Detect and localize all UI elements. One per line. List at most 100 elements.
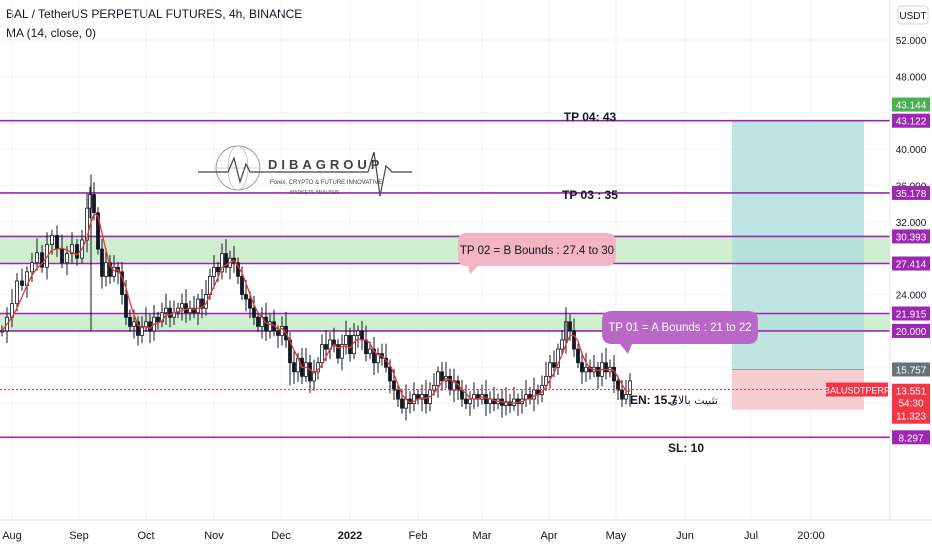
candle-body (200, 298, 204, 309)
stop-label[interactable]: SL: 10 (668, 441, 704, 455)
svg-text:USDT[interactable]: USDT (899, 11, 926, 22)
time-tick-label: Mar (473, 530, 492, 542)
level-lines[interactable] (0, 119, 890, 439)
symbol-tag-text: BALUSDTPERP (824, 386, 890, 396)
annotations[interactable]: TP 04: 43 TP 03 : 35 TP 02 = B Bounds : … (458, 110, 758, 455)
candle-body (580, 362, 584, 373)
candle-body (212, 266, 216, 277)
candle-body (572, 330, 576, 350)
candle-body (568, 321, 572, 332)
last-price-tag (892, 383, 930, 424)
candle-body (388, 366, 392, 382)
candle-body (132, 321, 136, 327)
candle-body (516, 398, 520, 405)
time-tick-label: May (606, 530, 627, 542)
level-tag-zone-top-text: 30.393 (896, 232, 927, 243)
time-tick-label: 20:00 (797, 530, 825, 542)
tp01-bubble (602, 311, 758, 354)
long-position-tool[interactable] (732, 120, 864, 410)
time-tick-label: Sep (69, 530, 89, 542)
price-tick-label: 40.000 (896, 145, 927, 156)
candle-body (524, 394, 528, 400)
time-tick-label: Jun (676, 530, 694, 542)
entry-farsi-label[interactable]: تثبیت بالای (669, 394, 718, 407)
candle-body (140, 325, 144, 336)
candle-body (312, 371, 316, 382)
chart-title: BAL / TetherUS PERPETUAL FUTURES, 4h, BI… (6, 7, 303, 21)
level-tag-zone2-top-text: 21.915 (896, 310, 927, 321)
candle-body (276, 330, 280, 336)
candle-body (348, 335, 352, 355)
candle-body (164, 307, 168, 314)
candles (0, 174, 632, 421)
level-tag-zone2-bottom-text: 20.000 (896, 327, 927, 338)
candle-body (280, 325, 284, 336)
time-tick-label: Aug (2, 530, 22, 542)
symbol-tag (826, 382, 888, 397)
price-tick-label: 48.000 (896, 72, 927, 83)
tp02-text[interactable]: TP 02 = B Bounds : 27.4 to 30 (460, 245, 614, 257)
heartbeat-icon (198, 151, 412, 197)
time-tick-label: Dec (271, 530, 291, 542)
level-tag-zone-bottom (892, 256, 930, 271)
candle-body (340, 344, 344, 359)
candle-body (616, 380, 620, 391)
entry-label[interactable]: EN: 15.7 (630, 393, 678, 407)
candle-body (336, 344, 340, 359)
candle-body (440, 371, 444, 382)
logo-tagline: Forex, CRYPTO & FUTURE INNOVATIVE (270, 180, 382, 186)
candle-body (104, 262, 108, 277)
tp01-callout[interactable]: TP 01 = A Bounds : 21 to 22 (602, 311, 758, 354)
currency-button[interactable]: USDT (897, 5, 929, 25)
price-tags: 43.144 43.122 35.178 30.393 27.414 21.915 20.0… (824, 97, 930, 445)
candle-body (144, 321, 148, 327)
candle-body (20, 280, 24, 286)
price-tick-label: 52.000 (896, 36, 927, 47)
tp02-bubble (458, 233, 616, 274)
candle-body (128, 316, 132, 327)
candle-body (256, 316, 260, 327)
candle-body (30, 262, 34, 273)
candle-body (65, 253, 69, 264)
candle-body (560, 339, 564, 350)
logo-name: DIBAGROUP (268, 157, 383, 172)
candle-body (364, 339, 368, 355)
candle-body (216, 266, 220, 273)
candle-body (604, 362, 608, 373)
candle-body (584, 366, 588, 373)
candle-body (412, 394, 416, 405)
candle-body (92, 194, 96, 214)
tp02-callout[interactable]: TP 02 = B Bounds : 27.4 to 30 (458, 233, 616, 274)
candle-body (436, 371, 440, 386)
tp03-label[interactable]: TP 03 : 35 (562, 188, 618, 202)
candle-body (100, 248, 104, 277)
candle-body (96, 212, 100, 250)
level-tag-zone-top (892, 229, 930, 244)
candle-body (448, 375, 452, 391)
tp01-text[interactable]: TP 01 = A Bounds : 21 to 22 (608, 322, 751, 334)
candle-body (504, 401, 508, 406)
time-tick-label: Oct (137, 530, 154, 542)
entry-tag (892, 362, 930, 377)
tp04-label[interactable]: TP 04: 43 (564, 110, 617, 124)
candle-body (468, 398, 472, 405)
candle-body (400, 398, 404, 409)
time-tick-label: Nov (204, 530, 224, 542)
time-axis-ticks: Aug Sep Oct Nov Dec 2022 Feb Mar Apr May Jun Jul 20:… (2, 530, 825, 542)
candle-body (576, 348, 580, 364)
candle-body (492, 398, 496, 405)
candle-body (55, 235, 59, 250)
candle-body (220, 253, 224, 273)
level-tag-tp-03-35 (892, 185, 930, 200)
candle-body (624, 394, 628, 400)
candle-body (192, 307, 196, 314)
entry-tag-text: 15.757 (896, 365, 927, 376)
candle-body (15, 280, 19, 305)
candle-body (252, 307, 256, 318)
indicator-label[interactable]: MA (14, close, 0) (6, 26, 97, 40)
candle-body (356, 330, 360, 336)
time-axis[interactable] (0, 520, 932, 550)
dibagroup-logo: DIBAGROUP Forex, CRYPTO & FUTURE INNOVAT… (198, 145, 412, 197)
candle-body (176, 307, 180, 314)
